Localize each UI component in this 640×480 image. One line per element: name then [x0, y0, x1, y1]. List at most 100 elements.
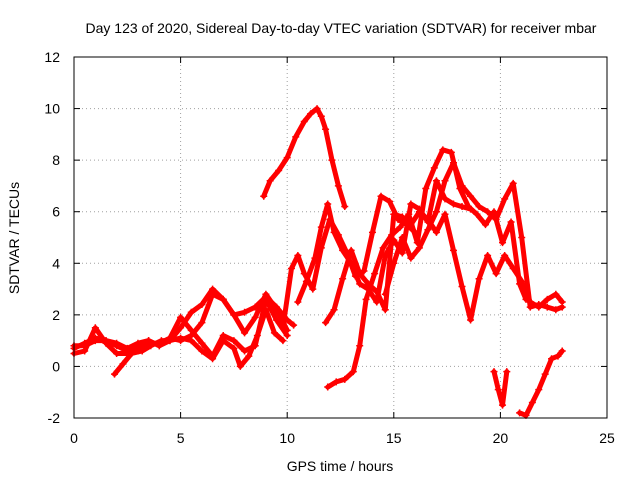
data-point: [334, 231, 342, 239]
data-point: [134, 342, 142, 350]
data-point: [251, 313, 259, 321]
data-point: [464, 203, 472, 211]
data-point: [441, 210, 449, 218]
data-point: [475, 275, 483, 283]
data-point: [494, 386, 502, 394]
data-point: [275, 166, 283, 174]
data-point: [432, 208, 440, 216]
y-axis-title: SDTVAR / TECUs: [6, 182, 22, 294]
y-tick-label: 0: [52, 358, 60, 374]
data-point: [219, 295, 227, 303]
data-point: [535, 301, 543, 309]
data-point: [516, 409, 524, 417]
data-point: [245, 352, 253, 360]
series-track-d: [111, 306, 287, 378]
x-tick-label: 10: [279, 430, 295, 446]
data-point: [279, 324, 287, 332]
data-point: [241, 308, 249, 316]
data-point: [230, 311, 238, 319]
data-point: [509, 179, 517, 187]
data-point: [283, 331, 291, 339]
tick-labels: 0 5 10 15 20 25 -2 0 2 4 6 8 10 12: [44, 49, 615, 446]
data-point: [253, 331, 261, 339]
data-point: [449, 159, 457, 167]
data-point: [552, 290, 560, 298]
x-tick-label: 5: [177, 430, 185, 446]
data-point: [379, 244, 387, 252]
y-tick-label: 8: [52, 152, 60, 168]
data-point: [407, 200, 415, 208]
data-point: [501, 195, 509, 203]
data-point: [123, 347, 131, 355]
y-tick-label: 10: [44, 101, 60, 117]
data-point: [467, 316, 475, 324]
data-point: [368, 228, 376, 236]
data-point: [322, 125, 330, 133]
data-point: [145, 337, 153, 345]
x-tick-label: 20: [493, 430, 509, 446]
data-point: [422, 185, 430, 193]
data-point: [351, 272, 359, 280]
data-point: [266, 177, 274, 185]
data-point: [473, 210, 481, 218]
data-point: [501, 252, 509, 260]
data-point: [324, 200, 332, 208]
data-point: [449, 200, 457, 208]
data-point: [209, 290, 217, 298]
data-point: [290, 321, 298, 329]
data-point: [322, 319, 330, 327]
data-point: [439, 146, 447, 154]
data-point: [503, 368, 511, 376]
y-tick-label: 2: [52, 307, 60, 323]
data-point: [388, 231, 396, 239]
series-line: [491, 369, 510, 408]
data-point: [209, 355, 217, 363]
data-point: [458, 182, 466, 190]
data-point: [447, 148, 455, 156]
data-point: [492, 215, 500, 223]
series-layer: [70, 105, 566, 419]
data-point: [187, 326, 195, 334]
data-point: [241, 347, 249, 355]
data-point: [273, 316, 281, 324]
data-point: [371, 270, 379, 278]
data-point: [262, 306, 270, 314]
series-line: [382, 160, 565, 313]
data-point: [230, 337, 238, 345]
data-point: [317, 244, 325, 252]
data-point: [279, 337, 287, 345]
data-point: [458, 203, 466, 211]
data-point: [328, 156, 336, 164]
data-point: [467, 192, 475, 200]
data-point: [377, 192, 385, 200]
data-point: [198, 319, 206, 327]
data-point: [287, 264, 295, 272]
data-point: [177, 313, 185, 321]
data-point: [432, 177, 440, 185]
chart-title: Day 123 of 2020, Sidereal Day-to-day VTE…: [86, 20, 597, 36]
data-point: [490, 368, 498, 376]
data-point: [499, 239, 507, 247]
data-point: [317, 223, 325, 231]
data-point: [138, 347, 146, 355]
data-point: [219, 337, 227, 345]
data-point: [230, 344, 238, 352]
x-tick-label: 0: [70, 430, 78, 446]
data-point: [347, 246, 355, 254]
data-point: [128, 350, 136, 358]
series-track-i: [324, 146, 530, 391]
data-point: [273, 306, 281, 314]
data-point: [405, 210, 413, 218]
data-point: [157, 337, 165, 345]
data-point: [430, 164, 438, 172]
data-point: [356, 270, 364, 278]
data-point: [441, 195, 449, 203]
data-point: [484, 252, 492, 260]
data-point: [390, 210, 398, 218]
data-point: [332, 378, 340, 386]
data-point: [166, 337, 174, 345]
data-point: [270, 329, 278, 337]
data-point: [373, 288, 381, 296]
data-point: [119, 360, 127, 368]
y-tick-label: 4: [52, 255, 60, 271]
